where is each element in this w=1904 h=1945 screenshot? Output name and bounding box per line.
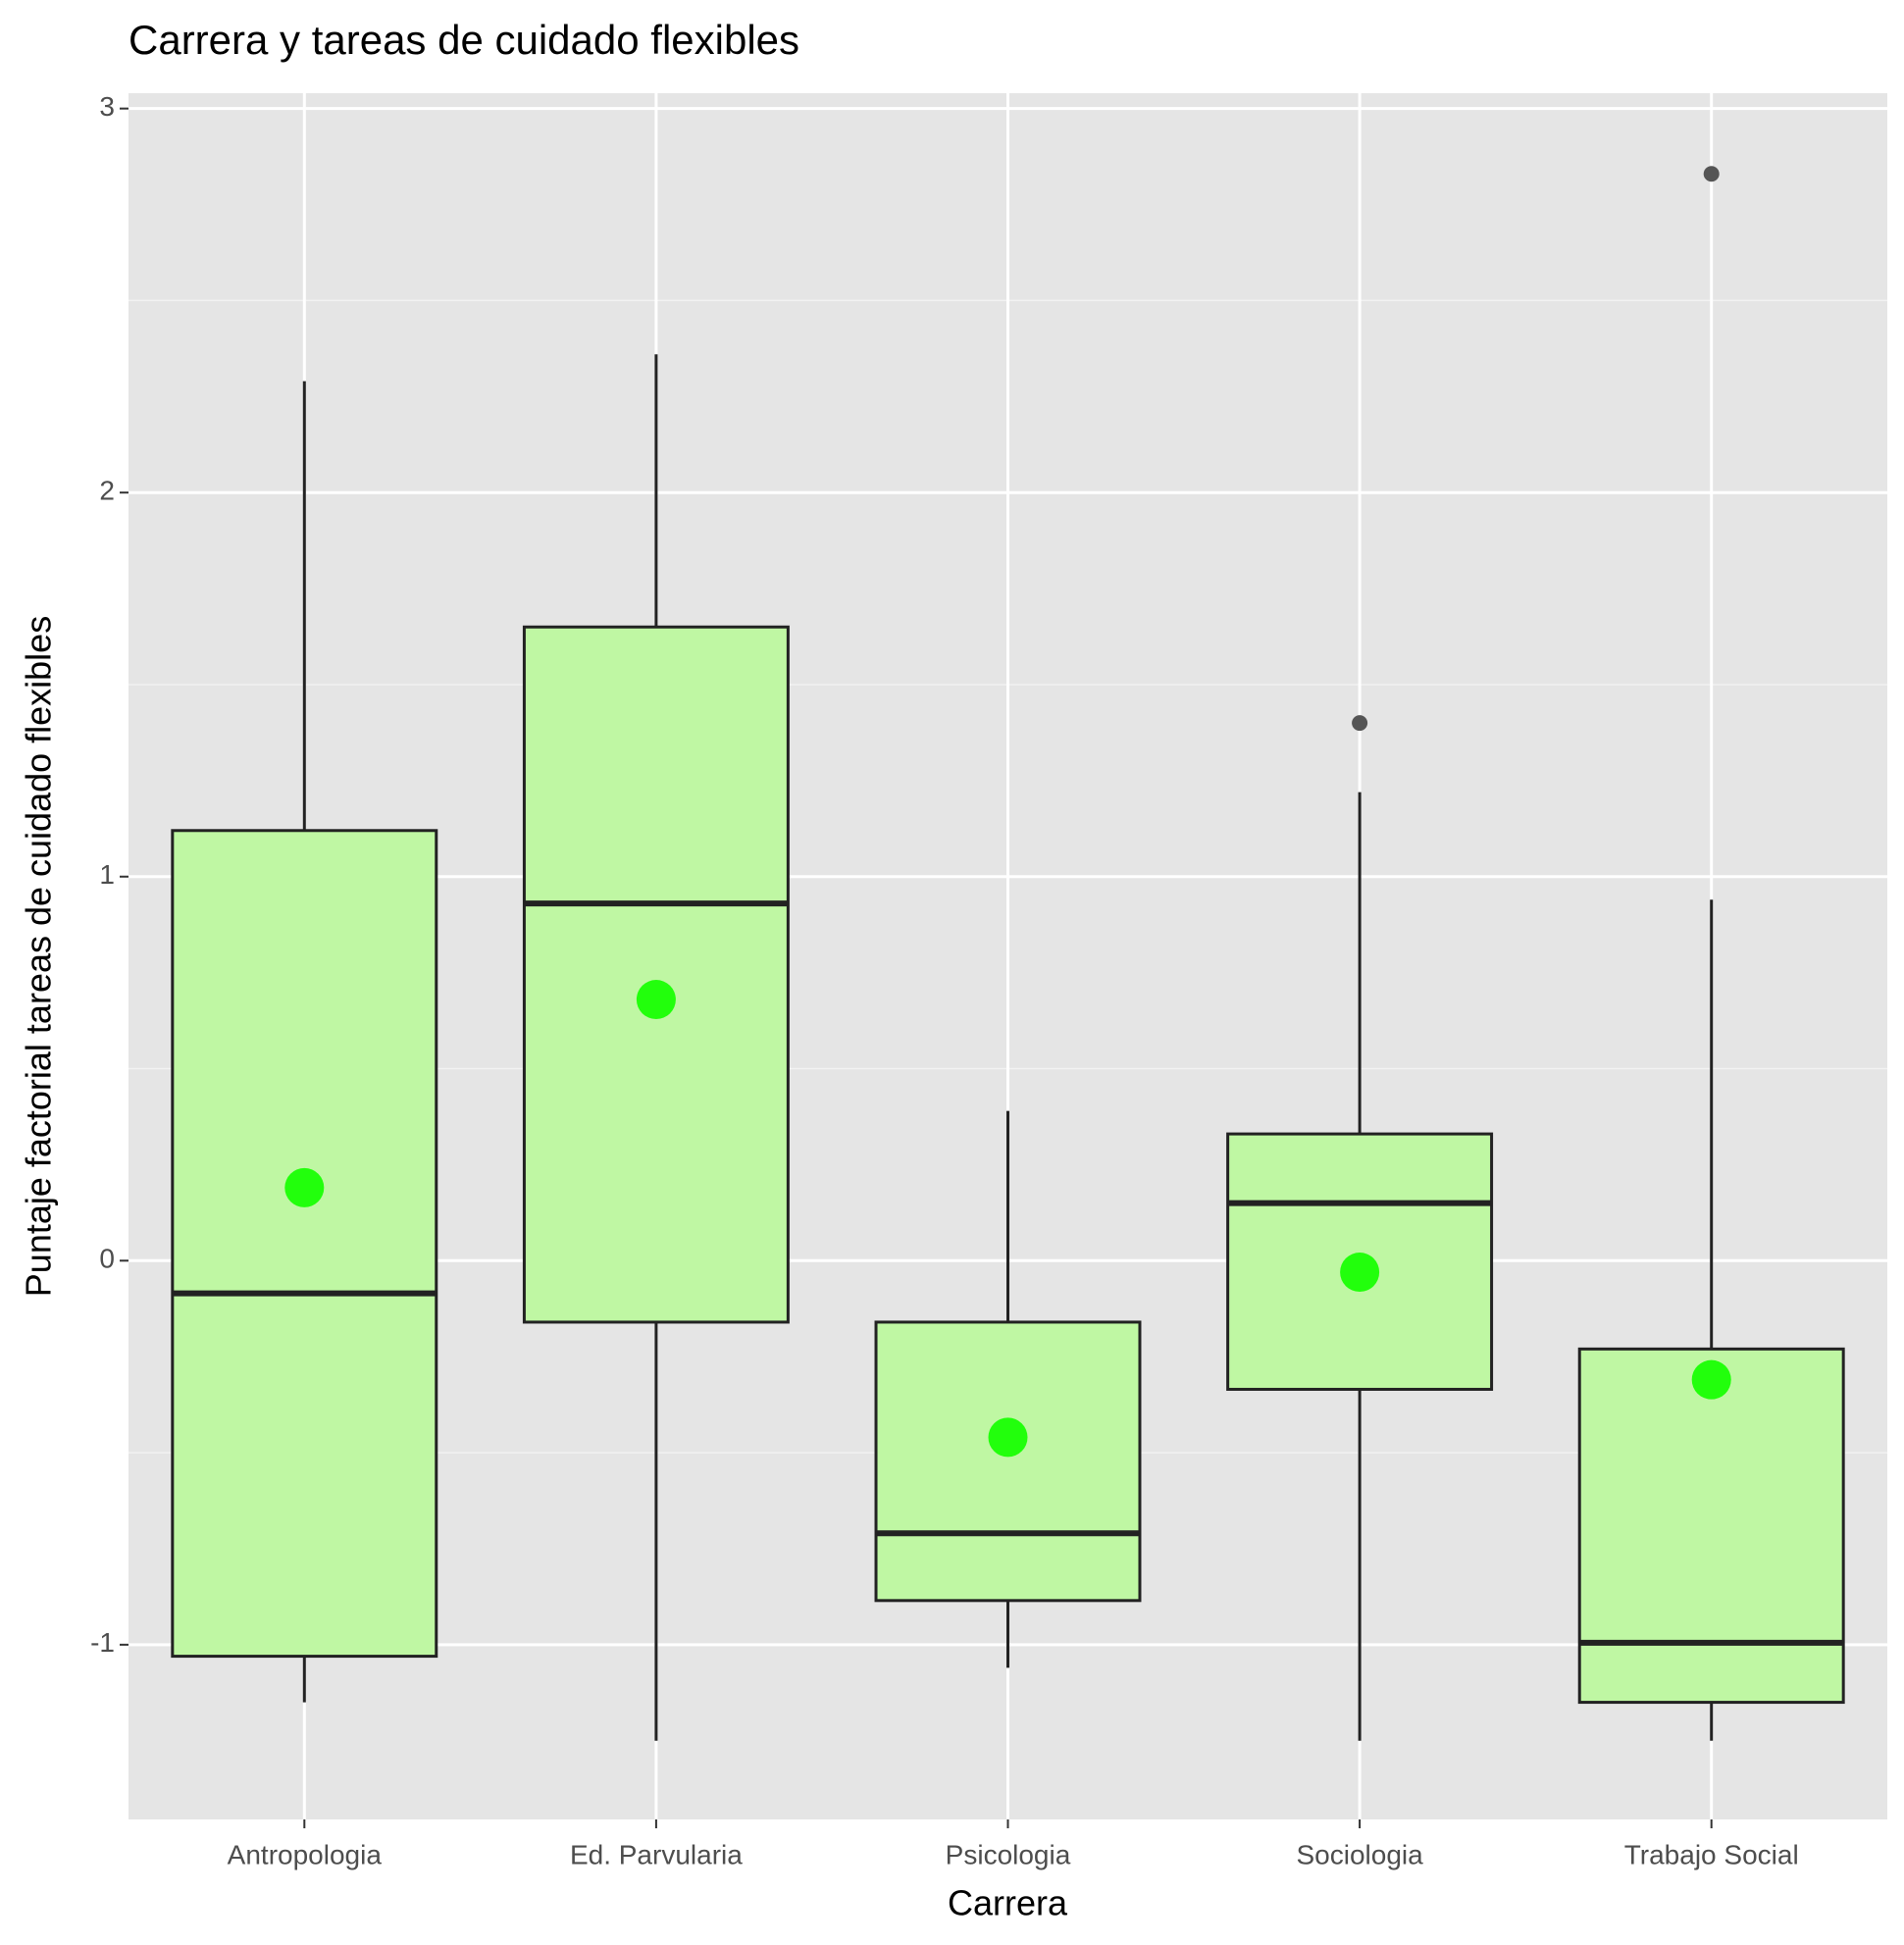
mean-point: [636, 980, 676, 1020]
x-tick-label: Ed. Parvularia: [570, 1839, 743, 1869]
marks: [171, 166, 1845, 1741]
y-axis-title: Puntaje factorial tareas de cuidado flex…: [19, 616, 59, 1297]
mean-point: [988, 1417, 1028, 1458]
outlier: [1352, 715, 1368, 732]
box: [874, 1320, 1142, 1603]
box: [522, 625, 790, 1324]
x-tick-label: Psicologia: [946, 1839, 1071, 1869]
box: [171, 829, 438, 1659]
y-tick-label: 0: [99, 1244, 115, 1274]
mean-point: [1691, 1359, 1731, 1400]
x-tick-label: Trabajo Social: [1624, 1839, 1799, 1869]
x-tick-label: Antropologia: [228, 1839, 383, 1869]
x-axis-title: Carrera: [948, 1883, 1068, 1923]
mean-point: [284, 1167, 325, 1207]
outlier: [1703, 166, 1720, 182]
y-tick-label: 3: [99, 91, 115, 122]
x-tick-label: Sociologia: [1296, 1839, 1423, 1869]
y-tick-label: -1: [90, 1627, 115, 1658]
y-tick-label: 1: [99, 859, 115, 890]
mean-point: [1340, 1253, 1380, 1293]
y-tick-label: 2: [99, 476, 115, 506]
box: [1577, 1347, 1845, 1705]
chart-title: Carrera y tareas de cuidado flexibles: [129, 17, 799, 63]
